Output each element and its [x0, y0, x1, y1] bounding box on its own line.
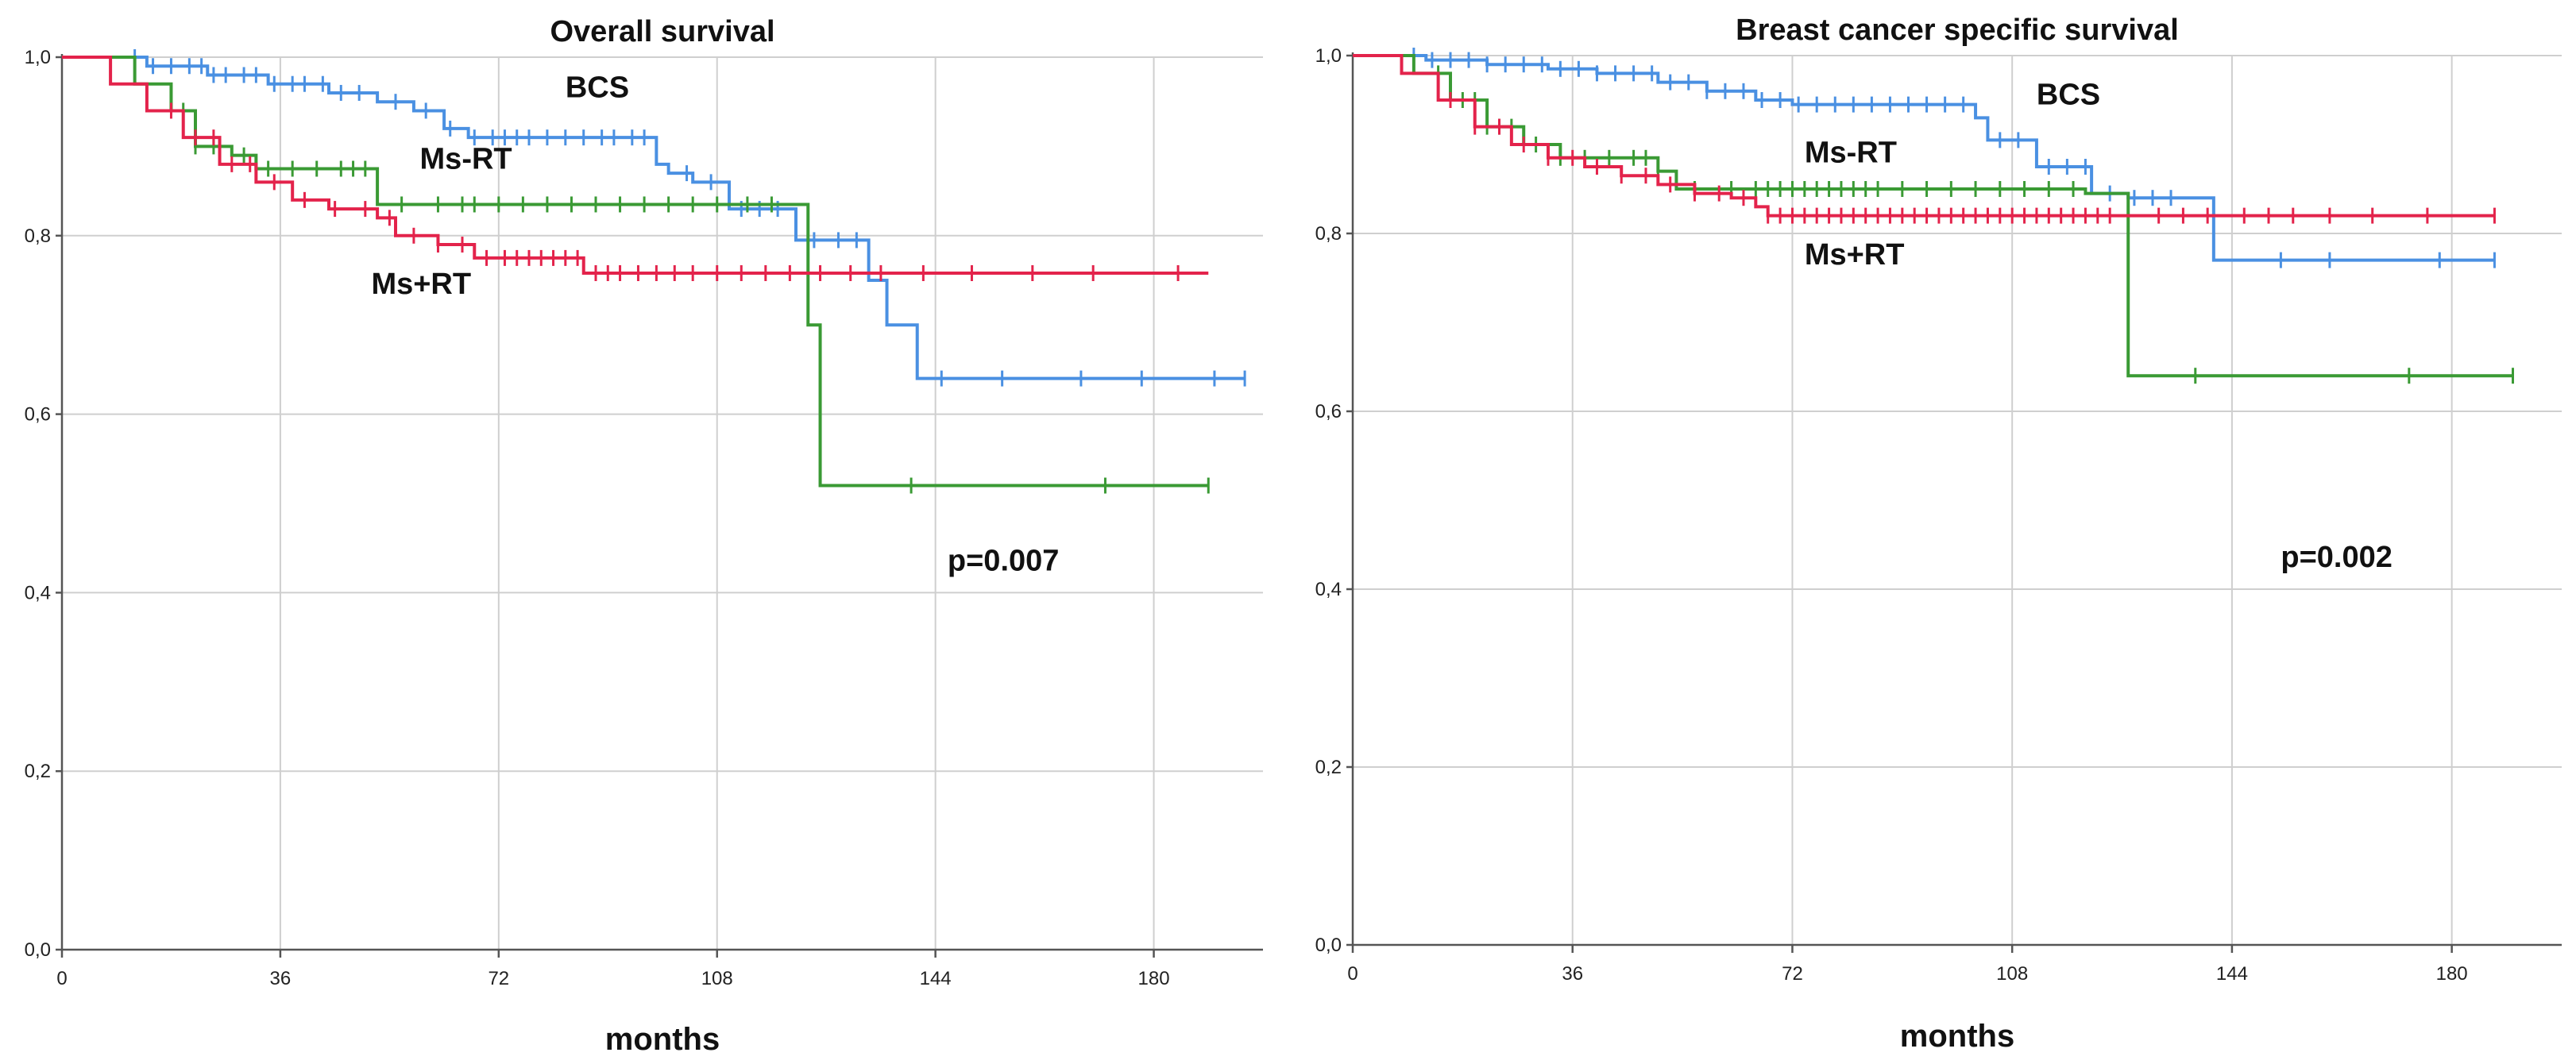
- y-tick-label: 0,6: [1315, 401, 1342, 422]
- y-tick-label: 0,2: [1315, 757, 1342, 778]
- y-tick-label: 0,2: [25, 761, 51, 782]
- y-tick-label: 0,8: [25, 226, 51, 247]
- y-tick-label: 0,8: [1315, 223, 1342, 245]
- x-axis-label: months: [605, 1022, 720, 1057]
- series-line-ms-rt: [62, 56, 1209, 276]
- series-line-bcs: [62, 56, 1246, 380]
- annotation-label: BCS: [566, 71, 629, 105]
- x-tick-label: 144: [2216, 963, 2248, 985]
- annotation-label: p=0.007: [948, 544, 1060, 577]
- y-tick-label: 0,4: [25, 582, 51, 603]
- y-tick-label: 0,4: [1315, 579, 1342, 600]
- x-tick-label: 0: [1347, 963, 1358, 985]
- annotation-label: Ms-RT: [420, 143, 512, 176]
- series-line-bcs: [1353, 54, 2495, 262]
- x-tick-label: 0: [56, 968, 67, 989]
- annotation-label: BCS: [2037, 79, 2100, 112]
- chart-panel-2: 0,0 0,2 0,4 0,6 0,8 1,0 0 36 72 108 144 180 Breast c…: [1315, 13, 2562, 1054]
- annotation-label: Ms-RT: [1805, 136, 1897, 169]
- chart-title: Breast cancer specific survival: [1736, 13, 2179, 47]
- y-tick-label: 0,6: [25, 404, 51, 426]
- y-tick-label: 1,0: [1315, 45, 1342, 67]
- x-tick-label: 144: [920, 968, 952, 989]
- x-tick-label: 72: [1782, 963, 1803, 985]
- x-tick-label: 108: [701, 968, 733, 989]
- series-line-ms-rt: [1353, 54, 2495, 218]
- annotation-label: p=0.002: [2281, 541, 2393, 574]
- chart-title: Overall survival: [550, 15, 774, 48]
- chart-panel-1: 0,0 0,2 0,4 0,6 0,8 1,0 0 36 72 108 144 180 Overall …: [25, 15, 1263, 1057]
- series-line-ms-rt: [62, 56, 1209, 488]
- y-tick-label: 0,0: [25, 939, 51, 961]
- x-tick-label: 36: [270, 968, 292, 989]
- annotation-label: Ms+RT: [1805, 238, 1905, 272]
- x-tick-label: 180: [2436, 963, 2468, 985]
- x-axis-label: months: [1900, 1019, 2014, 1054]
- x-tick-label: 72: [488, 968, 509, 989]
- annotation-label: Ms+RT: [371, 268, 471, 301]
- x-tick-label: 108: [1996, 963, 2028, 985]
- y-tick-label: 0,0: [1315, 935, 1342, 956]
- x-tick-label: 36: [1562, 963, 1583, 985]
- x-tick-label: 180: [1138, 968, 1170, 989]
- y-tick-label: 1,0: [25, 47, 51, 68]
